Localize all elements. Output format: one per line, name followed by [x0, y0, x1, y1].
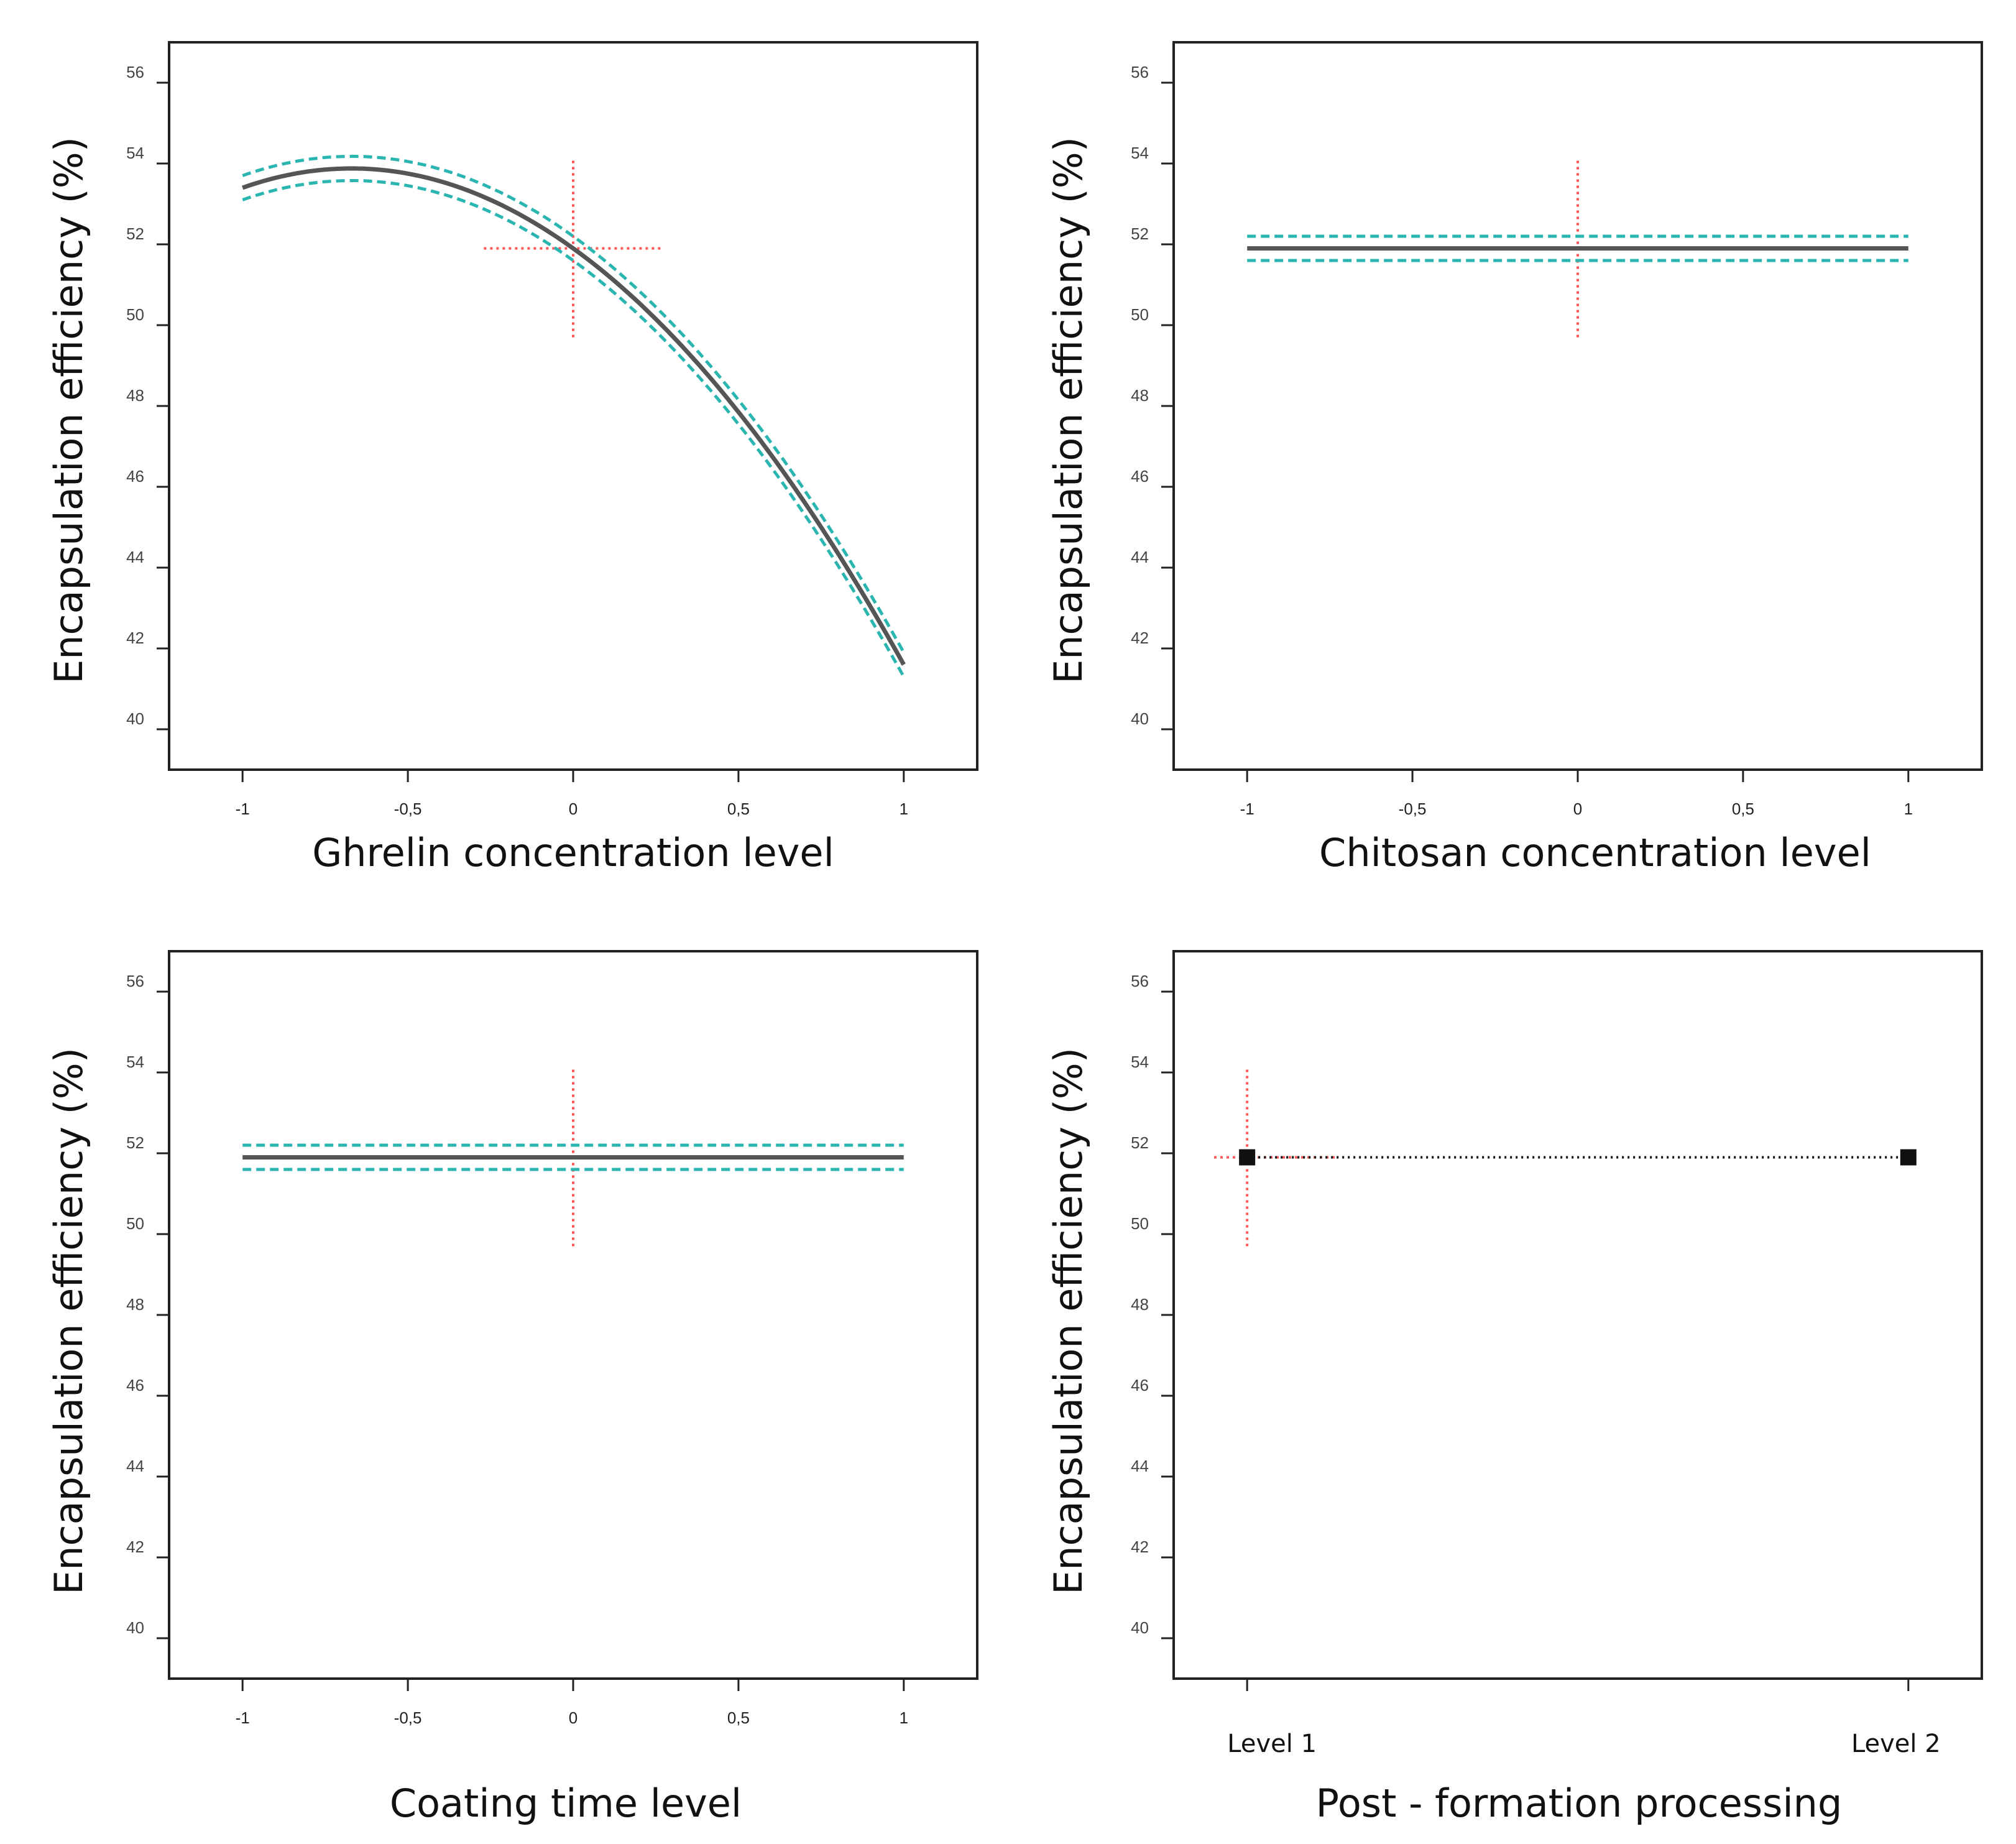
coating-ytick-label: 40	[126, 1618, 144, 1637]
ghrelin-xtick-label: 0	[569, 800, 578, 818]
ghrelin-ci-lower	[242, 178, 905, 678]
postformation-ytick-label: 42	[1131, 1537, 1149, 1556]
ghrelin-xtick-label: -1	[236, 800, 250, 818]
postformation-point	[1900, 1149, 1917, 1166]
postformation-ytick-label: 48	[1131, 1295, 1149, 1314]
coating-ytick-label: 44	[126, 1457, 144, 1475]
chitosan-x-axis-title: Chitosan concentration level	[1319, 830, 1871, 875]
ghrelin-ytick-label: 52	[126, 224, 144, 243]
postformation-ytick-label: 52	[1131, 1133, 1149, 1152]
chitosan-ytick-label: 40	[1131, 709, 1149, 728]
coating-xtick-label: 0	[569, 1708, 578, 1727]
ghrelin-x-axis-title: Ghrelin concentration level	[312, 830, 834, 875]
ghrelin-ytick-label: 46	[126, 467, 144, 486]
chitosan-ytick-label: 56	[1131, 63, 1149, 81]
ghrelin-xtick-label: 0,5	[727, 800, 750, 818]
coating-ytick-label: 54	[126, 1053, 144, 1071]
postformation-point	[1239, 1149, 1256, 1166]
coating-xtick-label: 0,5	[727, 1708, 750, 1727]
coating-ytick-label: 42	[126, 1537, 144, 1556]
ghrelin-ytick-label: 54	[126, 144, 144, 162]
chitosan-ytick-label: 48	[1131, 386, 1149, 405]
postformation-ytick-label: 46	[1131, 1376, 1149, 1395]
ghrelin-ytick-label: 48	[126, 386, 144, 405]
postformation-panel: 40 42 44 46 48 50 52 54 56 Level 1 Level 2 Post - …	[1046, 950, 1983, 1826]
coating-x-axis-title: Coating time level	[390, 1781, 742, 1826]
postformation-ticks: 40 42 44 46 48 50 52 54 56 Level 1 Level 2	[1131, 972, 1941, 1758]
chitosan-xtick-label: 0,5	[1732, 800, 1754, 818]
postformation-category-label: Level 1	[1227, 1730, 1317, 1758]
ghrelin-ytick-label: 40	[126, 709, 144, 728]
coating-ticks: 40 42 44 46 48 50 52 54 56 -1 -0,5 0 0,5 1	[126, 972, 908, 1727]
chitosan-ytick-label: 50	[1131, 305, 1149, 324]
chitosan-xtick-label: -1	[1240, 800, 1254, 818]
coating-y-axis-title: Encapsulation efficiency (%)	[46, 1048, 91, 1595]
chitosan-ytick-label: 54	[1131, 144, 1149, 162]
chitosan-xtick-label: 0	[1573, 800, 1582, 818]
ghrelin-ci-upper	[242, 154, 905, 653]
chitosan-ytick-label: 42	[1131, 629, 1149, 647]
chitosan-xtick-label: -0,5	[1399, 800, 1427, 818]
chitosan-ytick-label: 46	[1131, 467, 1149, 486]
ghrelin-ytick-label: 56	[126, 63, 144, 81]
ghrelin-ytick-label: 44	[126, 548, 144, 566]
postformation-x-axis-title: Post - formation processing	[1316, 1781, 1843, 1826]
postformation-ytick-label: 54	[1131, 1053, 1149, 1071]
coating-ytick-label: 52	[126, 1133, 144, 1152]
chitosan-ticks: 40 42 44 46 48 50 52 54 56 -1 -0,5 0 0,5 1	[1131, 63, 1913, 818]
coating-xtick-label: -0,5	[394, 1708, 422, 1727]
coating-xtick-label: -1	[236, 1708, 250, 1727]
chitosan-y-axis-title: Encapsulation efficiency (%)	[1046, 137, 1091, 684]
postformation-category-label: Level 2	[1851, 1730, 1941, 1758]
postformation-marks	[1214, 1068, 1917, 1247]
ghrelin-fit-line	[242, 166, 906, 666]
coating-ytick-label: 56	[126, 972, 144, 990]
coating-ytick-label: 50	[126, 1214, 144, 1233]
ghrelin-y-axis-title: Encapsulation efficiency (%)	[46, 137, 91, 684]
postformation-ytick-label: 56	[1131, 972, 1149, 990]
chitosan-panel: 40 42 44 46 48 50 52 54 56 -1 -0,5 0 0,5 1 Chitosan c…	[1046, 41, 1983, 875]
ghrelin-panel: 40 42 44 46 48 50 52 54 56 -1 -0,5 0 0,5 1 Ghrelin co…	[46, 41, 978, 875]
coating-panel: 40 42 44 46 48 50 52 54 56 -1 -0,5 0 0,5 1 Coating ti…	[46, 950, 978, 1826]
chitosan-ytick-label: 44	[1131, 548, 1149, 566]
ghrelin-xtick-label: -0,5	[394, 800, 422, 818]
ghrelin-ticks: 40 42 44 46 48 50 52 54 56 -1 -0,5 0 0,5 1	[126, 63, 908, 818]
chitosan-xtick-label: 1	[1904, 800, 1913, 818]
ghrelin-xtick-label: 1	[900, 800, 908, 818]
postformation-ytick-label: 40	[1131, 1618, 1149, 1637]
postformation-ytick-label: 50	[1131, 1214, 1149, 1233]
coating-marks	[242, 1068, 904, 1247]
chitosan-ytick-label: 52	[1131, 224, 1149, 243]
ghrelin-ytick-label: 50	[126, 305, 144, 324]
ghrelin-marks	[242, 154, 906, 678]
ghrelin-ytick-label: 42	[126, 629, 144, 647]
coating-ytick-label: 46	[126, 1376, 144, 1395]
postformation-ytick-label: 44	[1131, 1457, 1149, 1475]
postformation-y-axis-title: Encapsulation efficiency (%)	[1046, 1048, 1091, 1595]
chitosan-marks	[1247, 159, 1908, 338]
coating-xtick-label: 1	[900, 1708, 908, 1727]
coating-ytick-label: 48	[126, 1295, 144, 1314]
